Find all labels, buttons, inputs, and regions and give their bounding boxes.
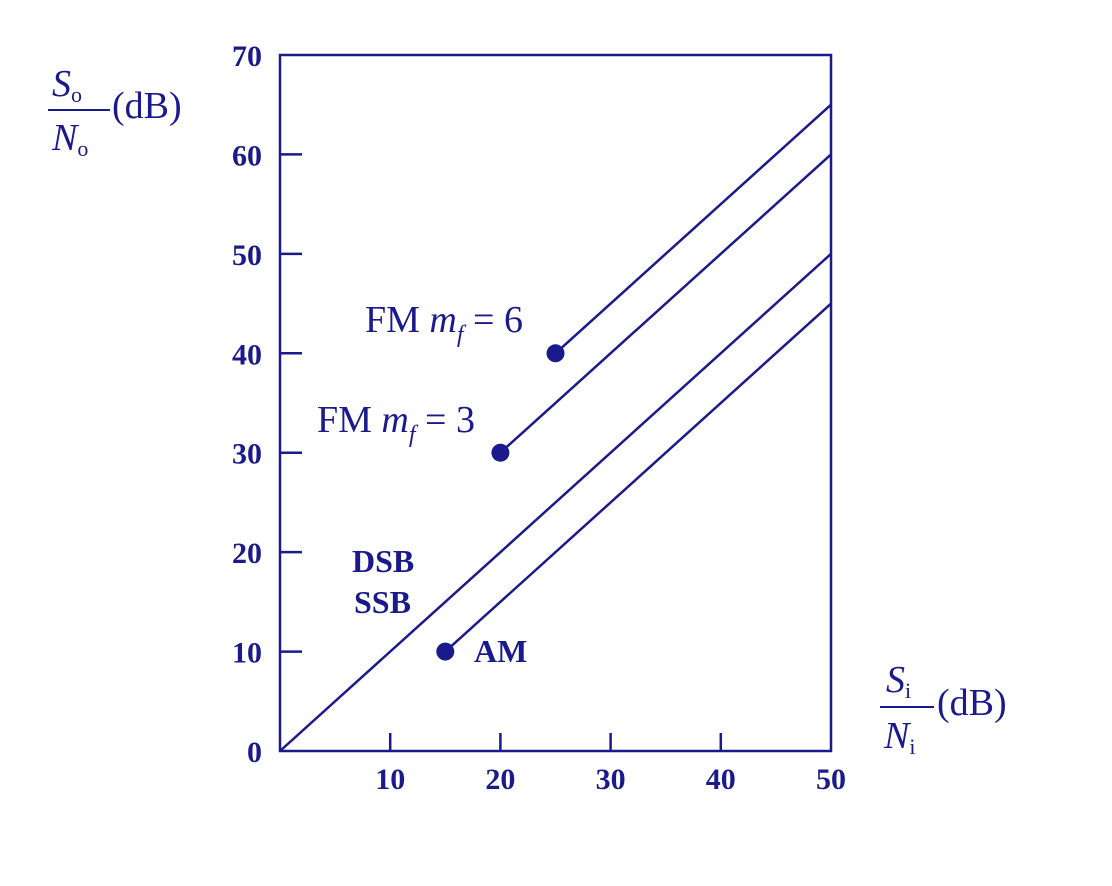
svg-text:So: So [52, 63, 82, 107]
y-tick-label: 30 [232, 438, 262, 471]
series-start-point-0 [546, 344, 565, 363]
y-tick-label: 10 [232, 637, 262, 670]
x-tick-label: 40 [706, 763, 736, 796]
svg-text:Ni: Ni [883, 715, 915, 759]
x-axis-label: Si Ni (dB) [880, 659, 1007, 759]
series-start-point-1 [491, 443, 510, 462]
series-label-fm3: FM mf = 3 [317, 399, 475, 448]
y-tick-label: 40 [232, 338, 262, 371]
svg-text:Si: Si [886, 659, 911, 703]
svg-text:(dB): (dB) [937, 682, 1007, 724]
series-line-0 [554, 103, 832, 355]
series-label-ssb: SSB [354, 584, 411, 620]
y-tick-label: 0 [247, 736, 262, 769]
series-label-fm6: FM mf = 6 [365, 299, 523, 348]
x-tick-label: 10 [375, 763, 405, 796]
y-tick-label: 20 [232, 537, 262, 570]
series-line-1 [499, 153, 832, 454]
x-tick-label: 50 [816, 763, 846, 796]
series-label-dsb: DSB [352, 543, 414, 579]
y-tick-label: 50 [232, 239, 262, 272]
y-axis-label: So No (dB) [48, 63, 182, 161]
svg-text:No: No [51, 117, 88, 161]
plot-frame [278, 53, 833, 753]
series-line-2 [279, 252, 832, 752]
svg-text:(dB): (dB) [112, 85, 182, 127]
y-tick-label: 70 [232, 40, 262, 73]
x-tick-label: 30 [596, 763, 626, 796]
x-tick-label: 20 [485, 763, 515, 796]
y-tick-label: 60 [232, 139, 262, 172]
series-line-3 [444, 302, 832, 653]
series-start-point-3 [436, 642, 455, 661]
series-label-am: AM [474, 633, 527, 669]
